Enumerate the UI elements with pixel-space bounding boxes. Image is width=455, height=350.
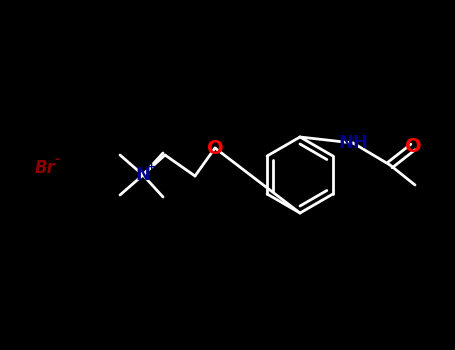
Text: NH: NH	[338, 134, 368, 152]
Text: Br: Br	[35, 159, 56, 177]
Text: O: O	[207, 139, 223, 158]
Text: +: +	[147, 162, 156, 172]
Text: O: O	[404, 138, 421, 156]
Text: -: -	[55, 154, 60, 167]
Text: N: N	[136, 166, 151, 184]
